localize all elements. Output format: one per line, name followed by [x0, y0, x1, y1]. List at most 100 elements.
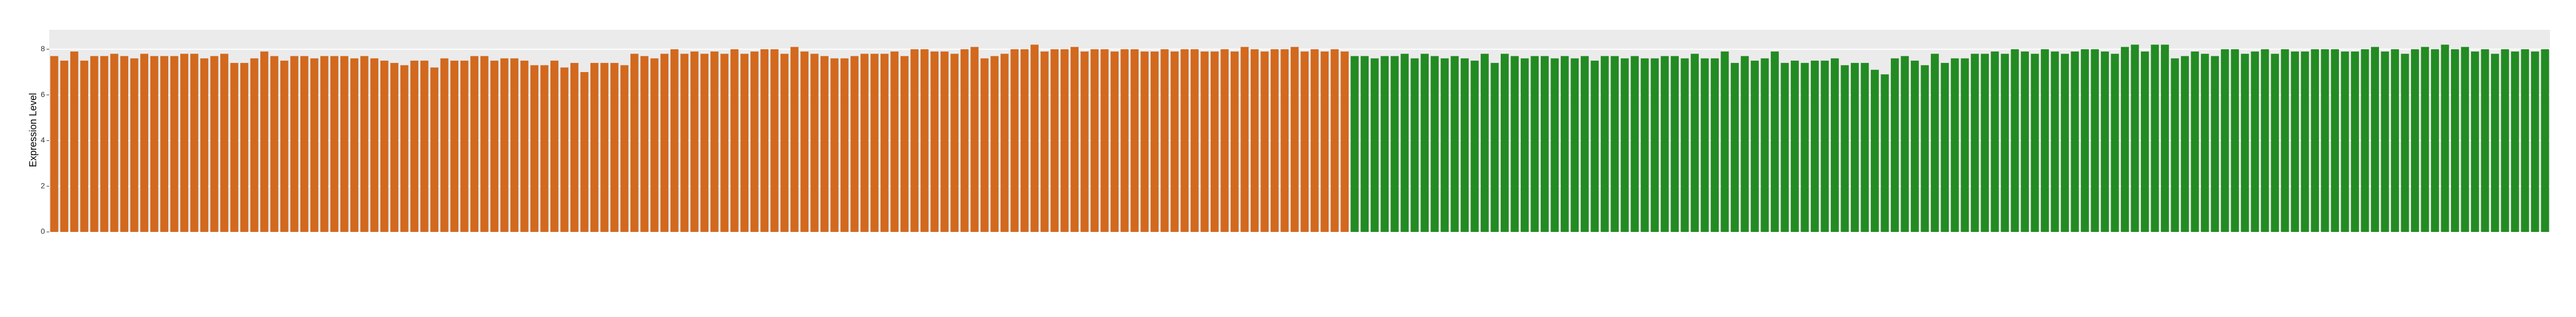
- bar: [1731, 63, 1739, 232]
- bar: [970, 47, 979, 232]
- bar: [470, 56, 478, 232]
- bar: [180, 54, 188, 232]
- bar: [1240, 47, 1249, 232]
- bar: [760, 49, 768, 232]
- bar: [2501, 49, 2509, 232]
- bar: [2010, 49, 2019, 232]
- bar: [2171, 58, 2179, 232]
- bar: [1881, 74, 1889, 232]
- bar: [2281, 49, 2289, 232]
- bar: [340, 56, 349, 232]
- bar: [1651, 58, 1659, 232]
- bar: [1720, 51, 1729, 232]
- bar: [90, 56, 98, 232]
- bar: [630, 54, 639, 232]
- bar: [790, 47, 799, 232]
- bar: [1821, 60, 1829, 232]
- bar: [1990, 51, 1999, 232]
- bar: [1910, 60, 1919, 232]
- bar: [260, 51, 268, 232]
- bar: [1120, 49, 1129, 232]
- bar: [230, 63, 239, 232]
- bar: [2291, 51, 2299, 232]
- bar: [1110, 51, 1119, 232]
- bar: [1841, 65, 1849, 232]
- bar: [300, 56, 308, 232]
- y-tick-label: 8: [41, 44, 45, 53]
- bar: [2160, 44, 2169, 232]
- bar: [2391, 49, 2399, 232]
- bar: [2180, 56, 2189, 232]
- bar: [1901, 56, 1909, 232]
- bar: [2131, 44, 2139, 232]
- bar: [550, 60, 558, 232]
- bar: [420, 60, 429, 232]
- bar: [390, 63, 399, 232]
- bar: [2121, 47, 2129, 232]
- bar: [1501, 54, 1509, 232]
- bar: [610, 63, 619, 232]
- bar: [1490, 63, 1499, 232]
- bar: [640, 56, 649, 232]
- bar: [1080, 51, 1089, 232]
- bar: [1510, 56, 1519, 232]
- bar: [1861, 63, 1869, 232]
- bar: [70, 51, 78, 232]
- bar: [450, 60, 458, 232]
- bar: [480, 56, 489, 232]
- bar: [980, 58, 989, 232]
- bar: [1520, 58, 1529, 232]
- bar: [860, 54, 869, 232]
- bar: [2431, 49, 2439, 232]
- bar: [2311, 49, 2319, 232]
- bar: [620, 65, 629, 232]
- bar: [2251, 51, 2259, 232]
- bar: [2361, 49, 2369, 232]
- bar: [1640, 58, 1649, 232]
- bar: [2521, 49, 2529, 232]
- bar: [190, 54, 199, 232]
- bar: [400, 65, 409, 232]
- bar: [1631, 56, 1639, 232]
- bar: [2061, 54, 2069, 232]
- bar: [1780, 63, 1789, 232]
- bar: [1591, 60, 1599, 232]
- bar: [360, 56, 369, 232]
- bar: [650, 58, 659, 232]
- bar: [2111, 54, 2119, 232]
- bar: [1930, 54, 1939, 232]
- bar: [1560, 56, 1569, 232]
- bar: [830, 58, 839, 232]
- bar: [1100, 49, 1109, 232]
- bar: [2200, 54, 2209, 232]
- bar: [1570, 58, 1579, 232]
- y-tick-label: 6: [41, 90, 45, 99]
- bar: [1180, 49, 1189, 232]
- bar: [1131, 49, 1139, 232]
- bar: [1950, 58, 1959, 232]
- bar: [220, 54, 228, 232]
- bar: [1060, 49, 1069, 232]
- bar: [1671, 56, 1679, 232]
- bar: [2021, 51, 2029, 232]
- bar: [370, 58, 379, 232]
- bar: [1680, 58, 1689, 232]
- bar: [2331, 49, 2339, 232]
- bar: [1580, 56, 1589, 232]
- bar: [1160, 49, 1169, 232]
- bar: [2451, 49, 2459, 232]
- bar: [900, 56, 909, 232]
- bar: [310, 58, 319, 232]
- bar: [2051, 51, 2059, 232]
- bar: [460, 60, 469, 232]
- bar: [1800, 63, 1809, 232]
- bar: [690, 51, 699, 232]
- y-tick-label: 4: [41, 135, 45, 144]
- bar: [2511, 51, 2519, 232]
- bar: [2191, 51, 2199, 232]
- bar: [1390, 56, 1399, 232]
- bar: [280, 60, 288, 232]
- bar: [680, 54, 689, 232]
- y-tick-label: 0: [41, 227, 45, 236]
- bar: [920, 49, 929, 232]
